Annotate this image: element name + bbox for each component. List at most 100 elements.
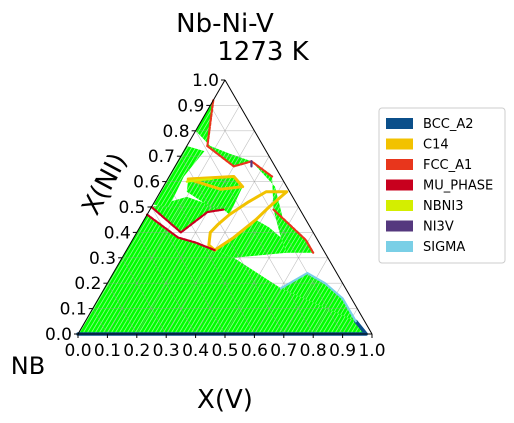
tie-line — [0, 215, 62, 334]
tie-line — [273, 209, 281, 253]
x-tick-label: 0.6 — [241, 341, 268, 361]
x-tick-label: 0.4 — [182, 341, 209, 361]
tie-line — [244, 219, 268, 258]
tie-line — [232, 219, 256, 258]
grid-line-z — [107, 283, 138, 335]
tie-line — [171, 196, 194, 233]
tie-line — [102, 214, 175, 334]
tie-line — [0, 215, 30, 334]
phase-boundary-c14 — [186, 175, 245, 191]
grid-line-x — [107, 105, 240, 335]
x-tick-labels: 0.0 0.1 0.2 0.3 0.4 0.5 0.6 0.7 0.8 0.9 1.0 — [64, 334, 386, 361]
chart-title: Nb-Ni-V — [176, 9, 274, 39]
x-tick-label: 0.9 — [329, 341, 356, 361]
tie-line — [236, 219, 260, 258]
legend-swatch — [386, 241, 413, 252]
legend-swatch — [386, 159, 413, 170]
phase-boundary-c14 — [207, 190, 289, 252]
two-phase-region-bcc-sigma — [280, 273, 356, 322]
y-tick-label: 0.0 — [45, 325, 72, 345]
tie-line — [0, 215, 46, 334]
tie-line — [90, 214, 163, 334]
tie-line — [186, 176, 196, 215]
grid-line-x — [165, 156, 270, 335]
tie-line — [106, 214, 179, 334]
legend: BCC_A2 C14 FCC_A1 MU_PHASE NBNI3 NI3V SIGMA — [378, 107, 506, 264]
y-tick-label: 0.9 — [177, 96, 204, 116]
legend-swatch — [386, 118, 413, 129]
phase-boundary-mu-phase — [150, 205, 225, 234]
tie-line — [340, 273, 356, 322]
tie-line — [0, 215, 58, 334]
grid-line-z — [195, 130, 314, 335]
tie-line — [110, 214, 183, 334]
phase-boundary-fcc-a1 — [206, 144, 274, 178]
grid-line-x — [224, 206, 299, 335]
tie-line — [348, 273, 356, 322]
tie-line — [0, 215, 34, 334]
chart-subtitle: 1273 K — [217, 37, 309, 67]
tie-line — [224, 176, 243, 215]
two-phase-region-c14-nbni3 — [186, 176, 243, 215]
tie-line — [82, 214, 155, 334]
grid-line-z — [180, 156, 285, 335]
tie-line — [297, 209, 314, 253]
legend-label: BCC_A2 — [423, 117, 474, 132]
tie-line — [0, 215, 38, 334]
tie-line — [216, 176, 240, 215]
y-tick-labels: 0.0 0.1 0.2 0.3 0.4 0.5 0.6 0.7 0.8 0.9 1.0 — [45, 71, 225, 345]
x-tick-label: 0.1 — [94, 341, 121, 361]
y-tick-label: 0.4 — [104, 223, 131, 243]
x-tick-label: 0.5 — [211, 341, 238, 361]
y-tick-label: 0.7 — [148, 147, 175, 167]
x-tick-label: 0.3 — [153, 341, 180, 361]
two-phase-region-ni-rich — [195, 100, 252, 167]
legend-label: SIGMA — [423, 240, 465, 255]
tie-line — [280, 219, 287, 258]
grid-line-z — [92, 308, 108, 335]
y-tick-label: 0.1 — [60, 300, 87, 320]
legend-swatch — [386, 220, 413, 232]
y-tick-label: 0.8 — [163, 122, 190, 142]
grid-lines — [92, 105, 358, 335]
tie-line — [301, 209, 314, 253]
tie-line — [251, 161, 268, 223]
x-tick-label: 0.0 — [64, 341, 91, 361]
legend-swatch — [386, 200, 413, 211]
legend-label: C14 — [423, 138, 449, 153]
tie-line — [240, 219, 264, 258]
phase-boundary-sigma — [279, 271, 357, 323]
legend-label: NI3V — [423, 220, 454, 235]
phase-boundary-mu-phase — [145, 213, 216, 252]
tie-line — [0, 215, 50, 334]
y-tick-label: 1.0 — [192, 71, 219, 91]
tie-line — [98, 214, 171, 334]
tie-line — [274, 161, 284, 223]
y-tick-label: 0.2 — [74, 274, 101, 294]
tie-line — [86, 214, 159, 334]
tie-line — [344, 273, 356, 322]
axis-hypotenuse — [224, 79, 373, 335]
legend-label: NBNI3 — [423, 199, 463, 214]
grid-line-z — [210, 105, 343, 335]
x-tick-label: 1.0 — [358, 341, 385, 361]
tie-line — [0, 215, 54, 334]
origin-label: NB — [11, 352, 45, 380]
tie-line — [352, 273, 356, 322]
phase-boundary-nbni3 — [185, 177, 213, 183]
tie-line — [276, 219, 287, 258]
tie-line — [175, 196, 198, 233]
y-tick-label: 0.5 — [118, 198, 145, 218]
tie-line — [309, 209, 314, 253]
tie-line — [0, 215, 42, 334]
x-tick-label: 0.8 — [300, 341, 327, 361]
grid-line-z — [121, 257, 167, 335]
x-tick-label: 0.2 — [123, 341, 150, 361]
tie-line — [0, 215, 66, 334]
phase-boundary-fcc-a1 — [206, 99, 215, 148]
grid-line-x — [283, 257, 329, 335]
x-axis-label: X(V) — [197, 385, 253, 415]
legend-label: FCC_A1 — [423, 158, 472, 173]
tie-line — [94, 214, 167, 334]
